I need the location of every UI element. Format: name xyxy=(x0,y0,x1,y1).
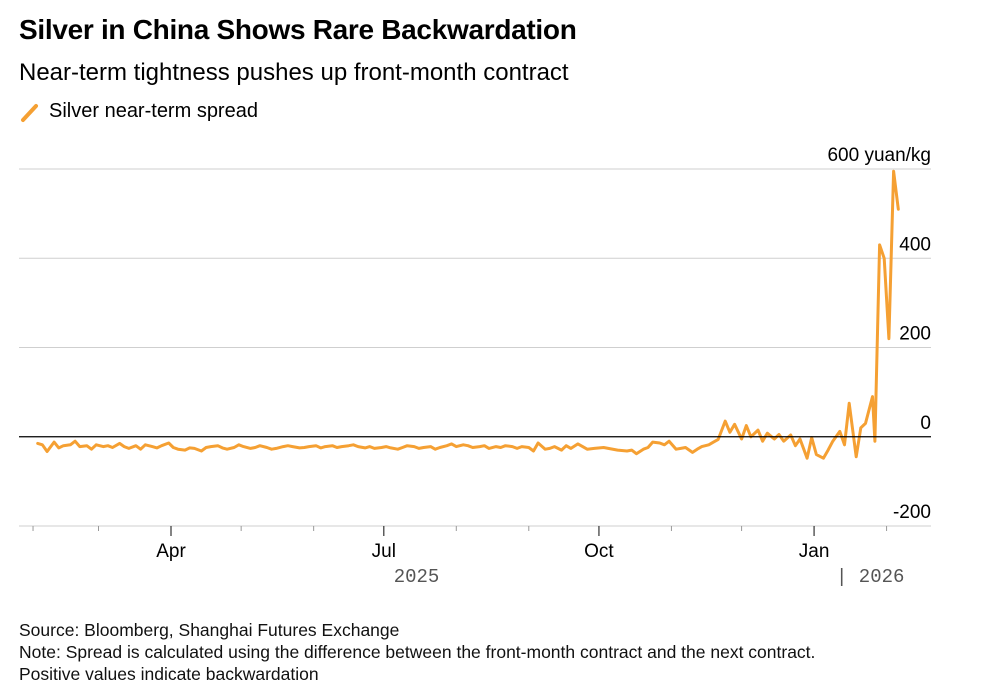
chart-title: Silver in China Shows Rare Backwardation xyxy=(19,14,577,45)
y-tick-label: 200 xyxy=(899,324,931,345)
legend-line-icon xyxy=(21,103,38,122)
footer: Source: Bloomberg, Shanghai Futures Exch… xyxy=(19,619,815,685)
method-note: Note: Spread is calculated using the dif… xyxy=(19,642,816,662)
chart-subtitle: Near-term tightness pushes up front-mont… xyxy=(19,59,569,86)
legend: Silver near-term spread xyxy=(19,100,258,123)
year-label: | 2026 xyxy=(836,566,904,588)
y-tick-label: 0 xyxy=(920,413,931,434)
source-note: Source: Bloomberg, Shanghai Futures Exch… xyxy=(19,620,400,640)
spread-chart: 600 yuan/kg 400 200 0 -200 Apr Jul Oct Jan 2025 | … xyxy=(19,145,931,588)
y-tick-label: 600 yuan/kg xyxy=(827,145,931,166)
method-note-2: Positive values indicate backwardation xyxy=(19,664,319,684)
y-tick-label: -200 xyxy=(893,502,931,523)
x-tick-label: Jan xyxy=(799,541,830,562)
spread-series-line xyxy=(36,169,900,460)
x-tick-label: Jul xyxy=(372,541,396,562)
x-tick-label: Oct xyxy=(584,541,614,562)
year-label: 2025 xyxy=(394,566,440,588)
x-tick-label: Apr xyxy=(156,541,186,562)
legend-label: Silver near-term spread xyxy=(49,100,258,122)
y-tick-label: 400 xyxy=(899,234,931,255)
